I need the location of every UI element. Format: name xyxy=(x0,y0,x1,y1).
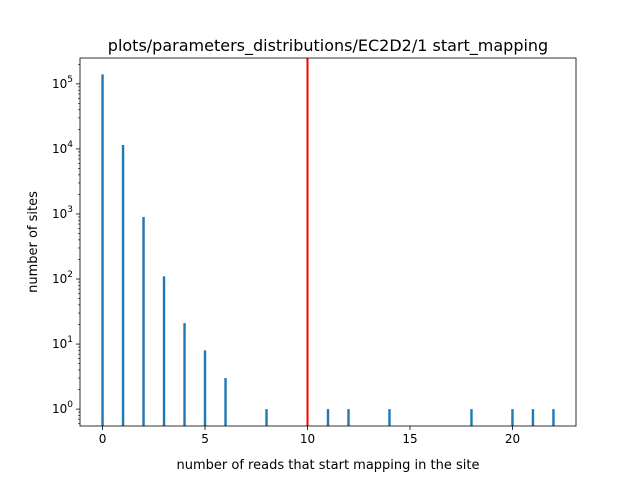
bar xyxy=(121,144,125,427)
x-tick-label: 0 xyxy=(99,432,107,446)
bar xyxy=(511,409,514,426)
chart-title: plots/parameters_distributions/EC2D2/1 s… xyxy=(108,36,548,56)
x-tick-label: 20 xyxy=(505,432,520,446)
bar xyxy=(183,323,186,426)
x-tick-label: 15 xyxy=(402,432,417,446)
bar xyxy=(531,409,535,426)
y-tick-label: 105 xyxy=(52,75,73,91)
bar xyxy=(101,74,104,426)
axes-frame xyxy=(79,57,577,427)
x-tick-label: 10 xyxy=(300,432,315,446)
bar xyxy=(162,276,166,426)
y-tick-label: 101 xyxy=(52,335,73,351)
x-axis-label: number of reads that start mapping in th… xyxy=(177,458,480,473)
y-tick-label: 100 xyxy=(52,400,73,416)
bar xyxy=(326,409,330,426)
bar xyxy=(265,409,268,426)
y-tick-label: 102 xyxy=(52,270,73,286)
bar xyxy=(142,216,145,426)
y-tick-label: 103 xyxy=(52,205,73,221)
bar xyxy=(203,350,207,426)
plot-area: 0 5 10 15 20 100 101 102 103 104 105 xyxy=(52,57,577,446)
bar xyxy=(224,378,227,426)
y-tick-label: 104 xyxy=(52,140,73,156)
bar xyxy=(388,409,391,426)
bar xyxy=(552,409,555,426)
bar xyxy=(347,409,350,426)
bar xyxy=(470,409,473,426)
x-tick-label: 5 xyxy=(201,432,209,446)
y-axis-label: number of sites xyxy=(26,191,41,293)
